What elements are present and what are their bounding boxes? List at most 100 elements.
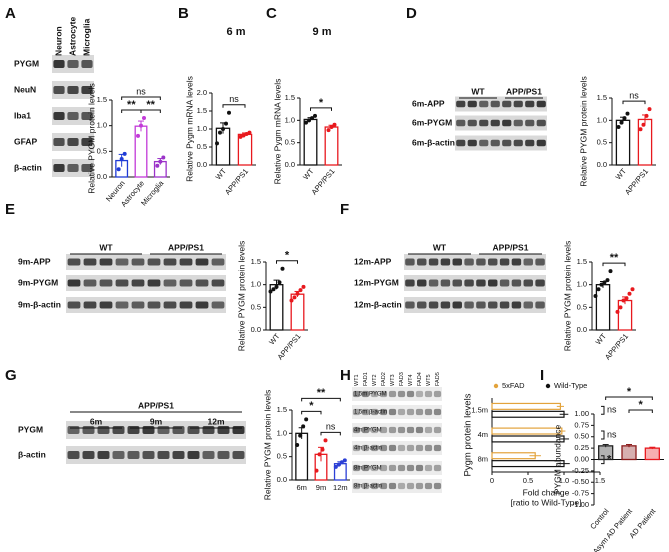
data-point <box>224 121 228 126</box>
blot-strip <box>352 387 442 401</box>
y-tick-label: -1.00 <box>572 500 589 509</box>
blot-band <box>406 408 415 416</box>
x-axis-label: Fold change <box>523 487 570 497</box>
data-point <box>244 132 249 137</box>
y-tick-label: 1.5 <box>97 95 107 104</box>
panel-letter: D <box>406 5 417 22</box>
legend-label: 5xFAD <box>502 381 525 390</box>
data-point <box>608 269 613 274</box>
y-tick-label: 0.5 <box>197 142 207 151</box>
blot-band <box>415 408 424 416</box>
data-point <box>622 116 627 121</box>
x-tick-label: WT <box>594 331 609 346</box>
blot-band <box>115 279 129 287</box>
blot-band <box>99 301 113 309</box>
y-tick-label: 1.0 <box>285 115 295 124</box>
blot-band <box>187 426 200 434</box>
y-tick-label: 0.5 <box>97 146 107 155</box>
blot-band <box>467 119 477 127</box>
blot-band <box>53 138 65 146</box>
lane-label: Astrocyte <box>67 17 77 56</box>
data-point <box>301 424 306 429</box>
blot-band <box>388 408 397 416</box>
y-tick-label: 0.50 <box>574 432 589 441</box>
data-point <box>320 447 325 452</box>
blot-band <box>513 119 523 127</box>
data-point <box>292 295 297 300</box>
blot-band <box>195 279 209 287</box>
data-point <box>333 464 338 469</box>
subgroup-label: 9m <box>150 416 163 426</box>
significance-label: ns <box>229 94 239 104</box>
blot-row-label: 6m-APP <box>412 98 445 108</box>
data-point <box>317 452 322 457</box>
blot-band <box>511 301 522 309</box>
panel-letter: H <box>340 367 351 384</box>
blot-band <box>424 464 433 472</box>
blot-band <box>352 464 361 472</box>
lane-label: WT2 <box>372 374 378 386</box>
data-point <box>314 468 319 473</box>
y-tick-label: 0.75 <box>574 420 589 429</box>
data-point <box>295 443 300 447</box>
panel-letter: F <box>340 201 349 218</box>
data-point <box>247 130 252 135</box>
y-tick-label: -0.75 <box>572 489 589 498</box>
group-label: WT <box>99 242 113 252</box>
data-point <box>155 163 160 168</box>
blot-row-label: 1.5m PYGM <box>354 392 387 398</box>
blot-strip <box>352 405 442 419</box>
blot-band <box>417 301 427 309</box>
blot-band <box>53 60 65 68</box>
blot-band <box>433 408 442 416</box>
blot-row-label: 4m β-actin <box>354 446 382 452</box>
bar <box>598 445 614 461</box>
blot-band <box>440 301 451 309</box>
blot-band <box>67 138 79 146</box>
blot-band <box>525 139 535 147</box>
data-point <box>339 460 344 465</box>
blot-band <box>452 301 462 309</box>
blot-band <box>490 119 500 127</box>
significance-bracket <box>602 262 626 267</box>
blot-band <box>476 301 486 309</box>
lane-label: FAD1 <box>363 372 369 386</box>
blot-band <box>479 100 489 108</box>
data-point <box>326 128 331 133</box>
bar <box>644 447 660 461</box>
data-point <box>336 462 341 467</box>
blot-band <box>502 119 512 127</box>
y-tick-label: 0.0 <box>577 325 587 334</box>
blot-row-label: β-actin <box>14 162 42 172</box>
blot-band <box>476 279 486 287</box>
blot-band <box>83 258 97 266</box>
data-point <box>298 288 303 293</box>
blot-band <box>406 464 415 472</box>
blot-strip <box>455 135 547 151</box>
blot-band <box>147 279 161 287</box>
y-tick-label: 0.0 <box>97 172 107 181</box>
blot-row-label: 6m-β-actin <box>412 137 455 147</box>
blot-band <box>415 482 424 490</box>
blot-band <box>379 464 388 472</box>
group-label: WT <box>471 86 485 96</box>
y-axis-label: Pygm protein levels <box>463 393 474 476</box>
blot-band <box>370 482 379 490</box>
blot-band <box>433 444 442 452</box>
blot-band <box>406 482 415 490</box>
y-tick-label: 1.0 <box>277 428 287 437</box>
blot-band <box>525 119 535 127</box>
data-point <box>295 291 300 296</box>
blot-band <box>67 112 79 120</box>
blot-band <box>428 279 439 287</box>
y-axis-label: Relative PYGM protein levels <box>262 390 272 501</box>
blot-band <box>202 426 215 434</box>
blot-band <box>511 258 522 266</box>
blot-band <box>99 258 113 266</box>
bar <box>621 445 637 461</box>
x-axis-label: [ratio to Wild-Type] <box>511 497 582 507</box>
blot-row-label: NeuN <box>14 84 36 94</box>
data-point <box>271 287 276 292</box>
x-tick-label: WT <box>301 166 316 181</box>
